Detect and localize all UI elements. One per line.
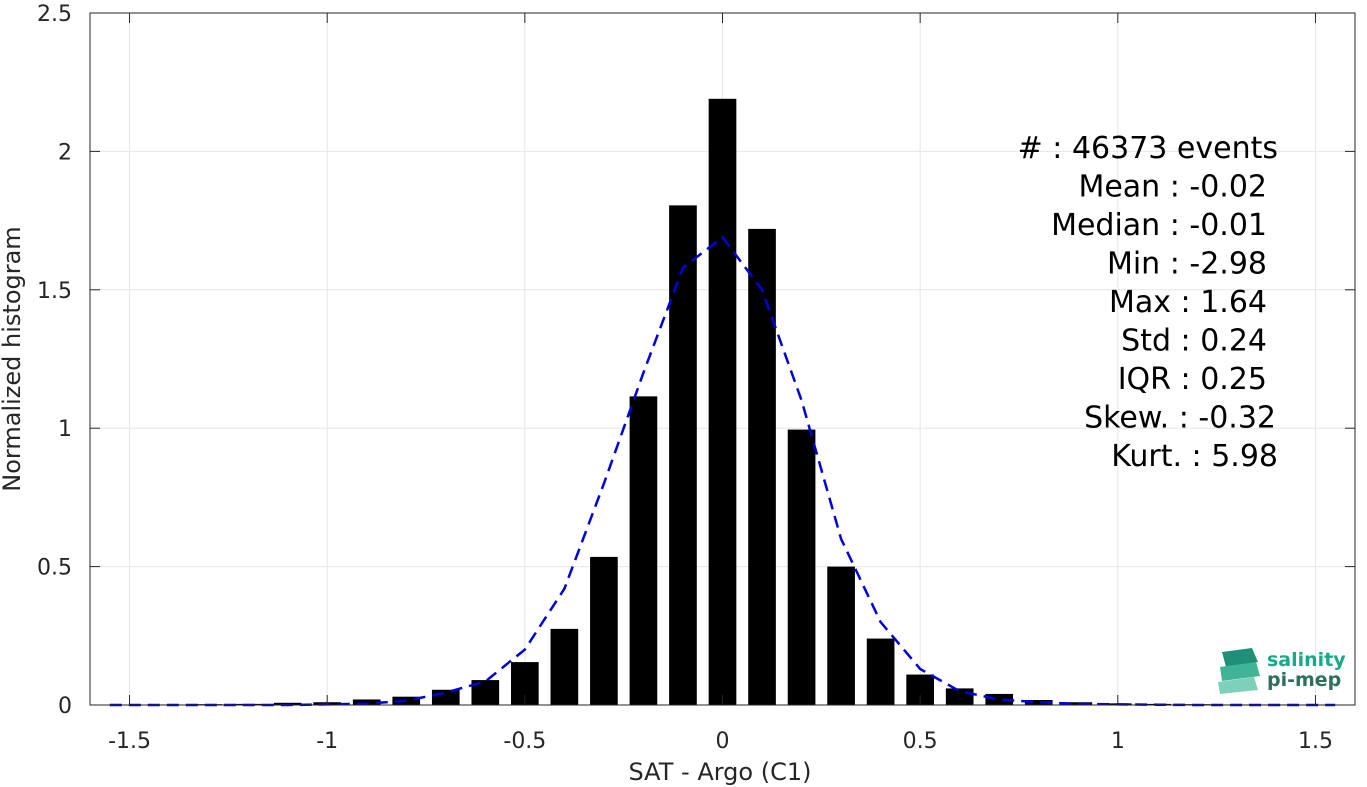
stats-line: Mean : -0.02 — [1078, 170, 1267, 205]
stats-line: Max : 1.64 — [1109, 285, 1267, 320]
histogram-bar — [669, 205, 697, 705]
y-tick-label: 0.5 — [37, 556, 72, 581]
y-tick-label: 2 — [58, 140, 72, 165]
histogram-bar — [748, 228, 776, 706]
histogram-bar — [827, 566, 855, 705]
histogram-bar — [550, 628, 579, 705]
bars — [115, 98, 1330, 706]
y-tick-label: 2.5 — [37, 2, 72, 27]
logo-line1: salinity — [1267, 649, 1346, 671]
x-axis-label: SAT - Argo (C1) — [629, 758, 812, 786]
salinity-pi-mep-logo: salinity pi-mep — [1218, 648, 1346, 694]
y-tick-label: 1 — [58, 417, 72, 442]
stats-line: Kurt. : 5.98 — [1111, 439, 1278, 474]
y-tick-label: 1.5 — [37, 279, 72, 304]
stats-line: IQR : 0.25 — [1118, 362, 1267, 397]
logo-icon — [1218, 648, 1260, 694]
stats-line: Std : 0.24 — [1121, 324, 1267, 359]
histogram-bar — [352, 699, 381, 705]
logo-line2: pi-mep — [1267, 669, 1341, 691]
histogram-bar — [866, 638, 895, 705]
y-axis-label: Normalized histogram — [0, 226, 26, 491]
histogram-bar — [787, 429, 816, 705]
x-tick-label: 0 — [716, 729, 730, 754]
stats-line: # : 46373 events — [1018, 131, 1278, 166]
histogram-bar — [1024, 700, 1053, 705]
histogram-bar — [629, 396, 658, 705]
tick-labels: -1.5 -1 -0.5 0 0.5 1 1.5 0 0.5 1 1.5 2 2.5 — [37, 2, 1333, 754]
histogram-bar — [708, 98, 737, 706]
stats-line: Skew. : -0.32 — [1084, 401, 1276, 436]
axes — [89, 12, 1356, 706]
y-tick-label: 0 — [58, 694, 72, 719]
stats-line: Min : -2.98 — [1107, 247, 1267, 282]
x-tick-label: -0.5 — [503, 729, 546, 754]
histogram-bar — [590, 556, 618, 705]
x-tick-label: -1.5 — [108, 729, 151, 754]
x-tick-label: 0.5 — [903, 729, 938, 754]
histogram-bar — [431, 689, 460, 705]
histogram-bar — [985, 693, 1014, 705]
x-tick-label: -1 — [316, 729, 338, 754]
histogram-bar — [945, 688, 974, 705]
x-tick-label: 1.5 — [1298, 729, 1333, 754]
x-tick-label: 1 — [1111, 729, 1125, 754]
stats-line: Median : -0.01 — [1051, 208, 1267, 243]
